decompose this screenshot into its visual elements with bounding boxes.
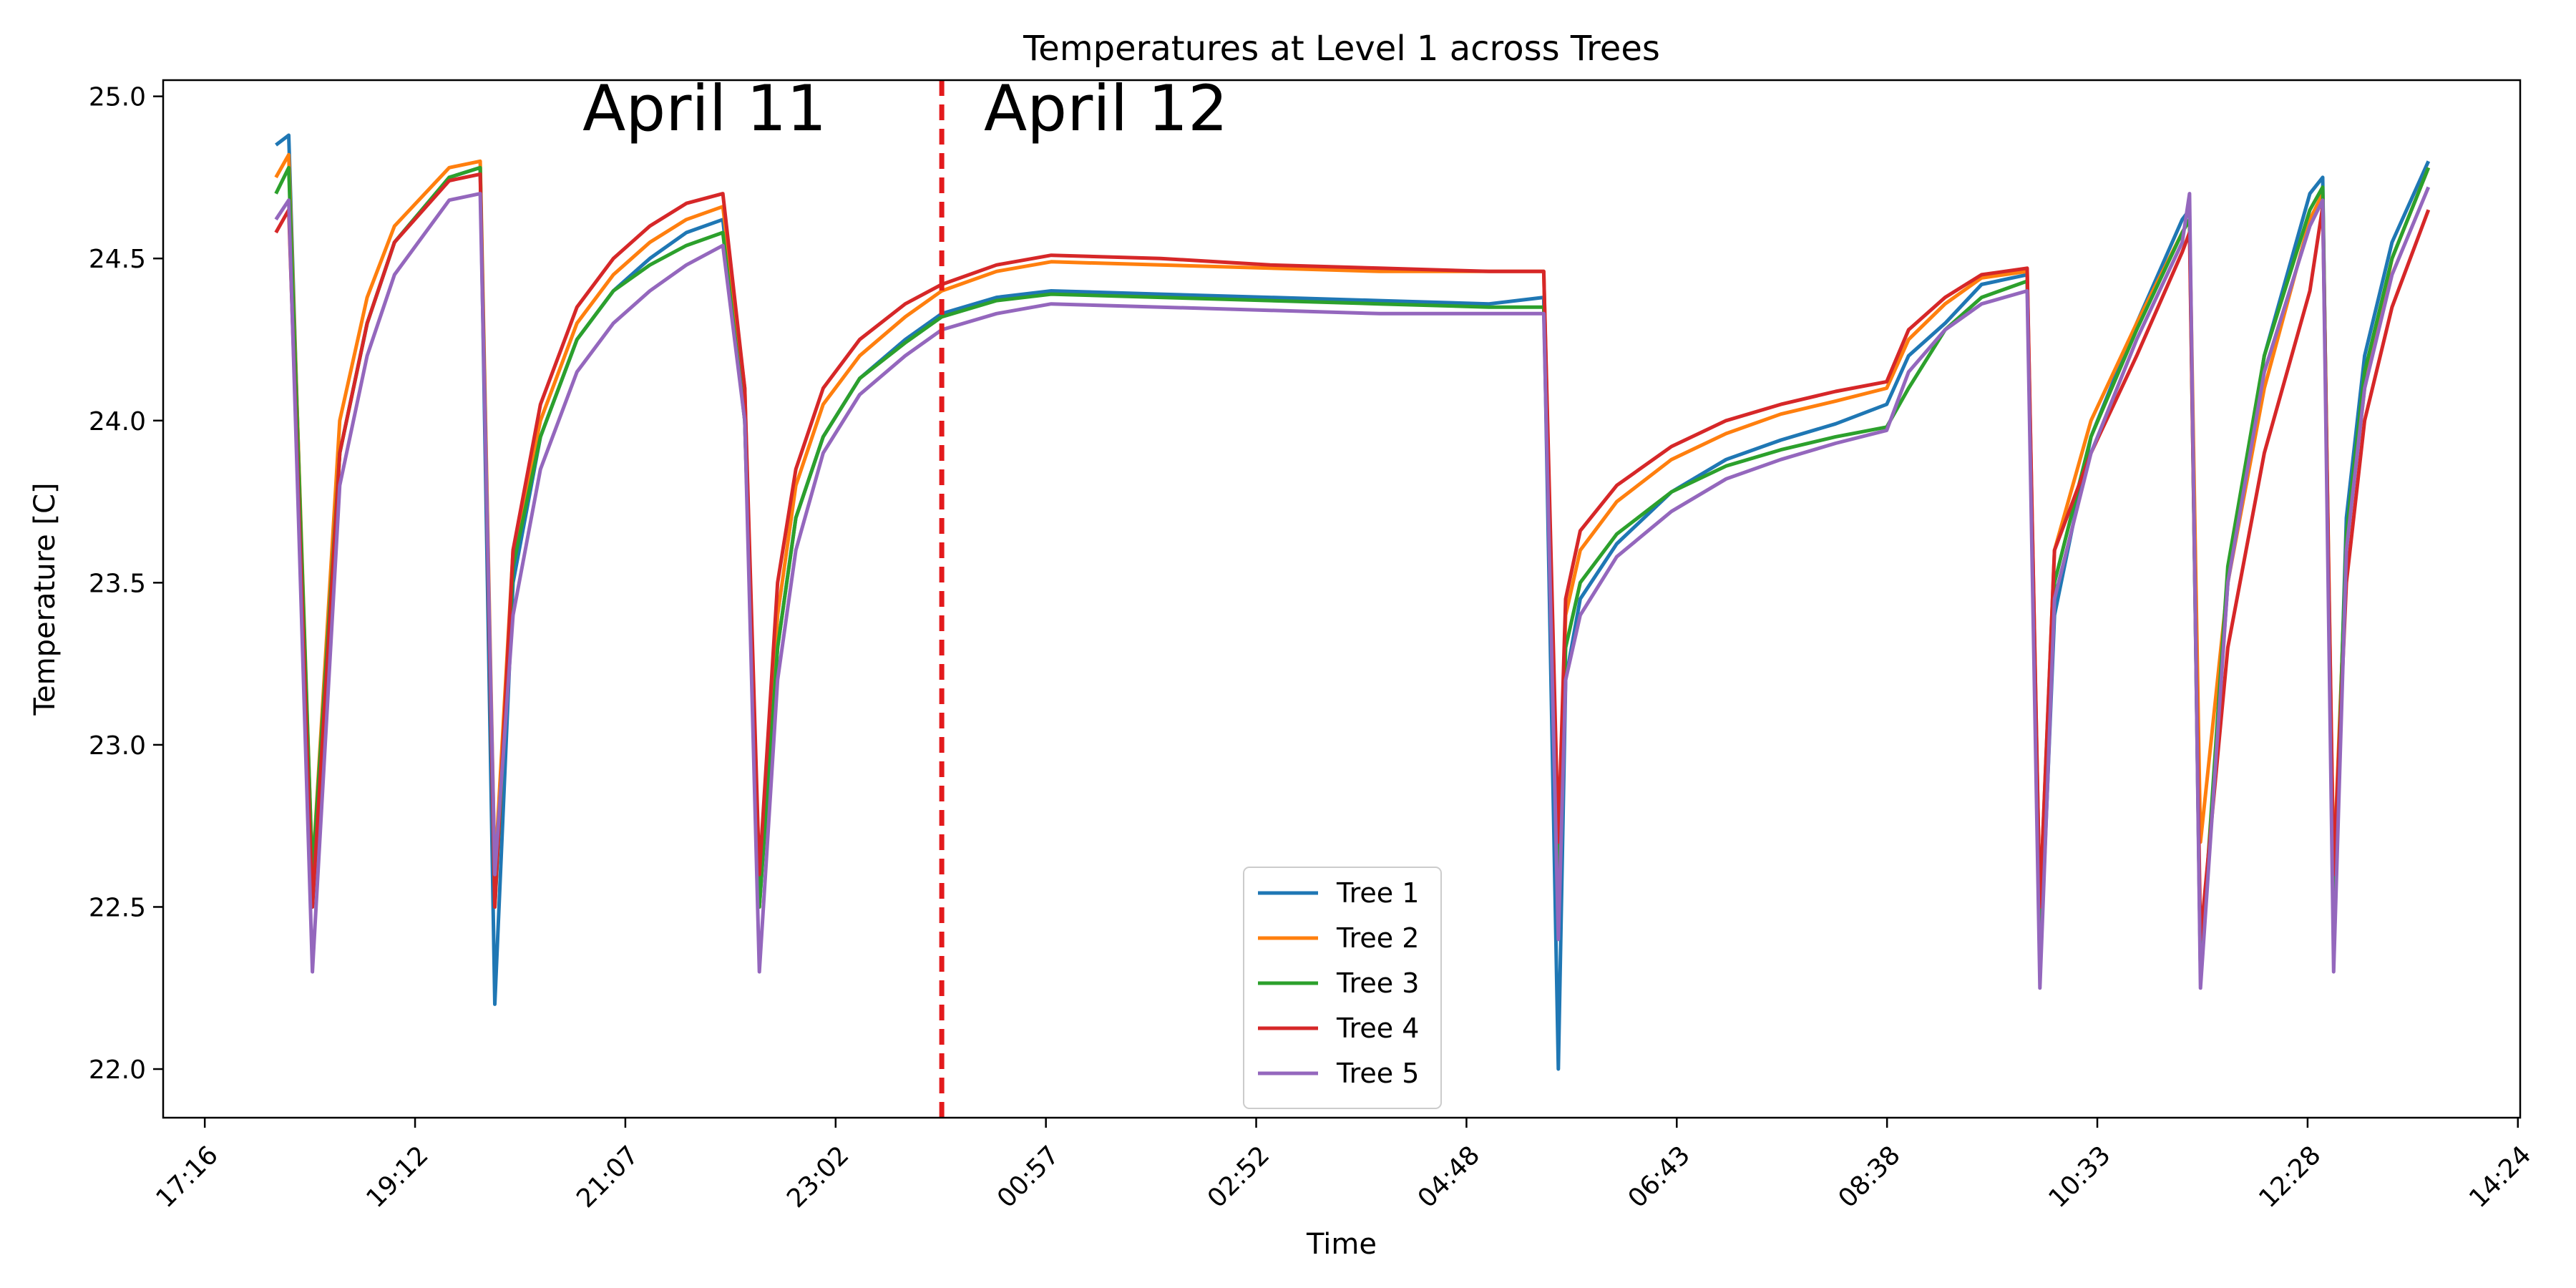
y-tick-label: 25.0 (89, 83, 146, 112)
legend-label-tree-4: Tree 4 (1336, 1013, 1419, 1044)
y-tick-label: 22.0 (89, 1055, 146, 1085)
x-axis-label: Time (1306, 1228, 1377, 1261)
legend-label-tree-3: Tree 3 (1336, 967, 1419, 999)
date-annotation-1: April 11 (582, 72, 826, 145)
legend-label-tree-2: Tree 2 (1336, 922, 1419, 954)
plot-frame (162, 79, 2522, 1119)
chart-title: Temperatures at Level 1 across Trees (1023, 29, 1660, 69)
series-layer (274, 133, 2431, 1071)
series-line-tree-5 (274, 186, 2431, 990)
legend: Tree 1 Tree 2 Tree 3 Tree 4 Tree 5 (1243, 867, 1442, 1109)
date-annotation-layer: April 11 April 12 (582, 72, 1228, 145)
date-annotation-2: April 12 (984, 72, 1228, 145)
legend-box (1243, 867, 1442, 1109)
y-axis-ticks: 22.0 22.5 23.0 23.5 24.0 24.5 25.0 (89, 83, 163, 1085)
y-tick-label: 23.0 (89, 731, 146, 761)
y-tick-label: 22.5 (89, 893, 146, 922)
legend-label-tree-1: Tree 1 (1336, 877, 1419, 909)
legend-label-tree-5: Tree 5 (1336, 1058, 1419, 1089)
y-tick-label: 24.5 (89, 245, 146, 274)
y-tick-label: 23.5 (89, 569, 146, 598)
y-axis-label: Temperature [C] (29, 482, 62, 716)
y-tick-label: 24.0 (89, 407, 146, 436)
